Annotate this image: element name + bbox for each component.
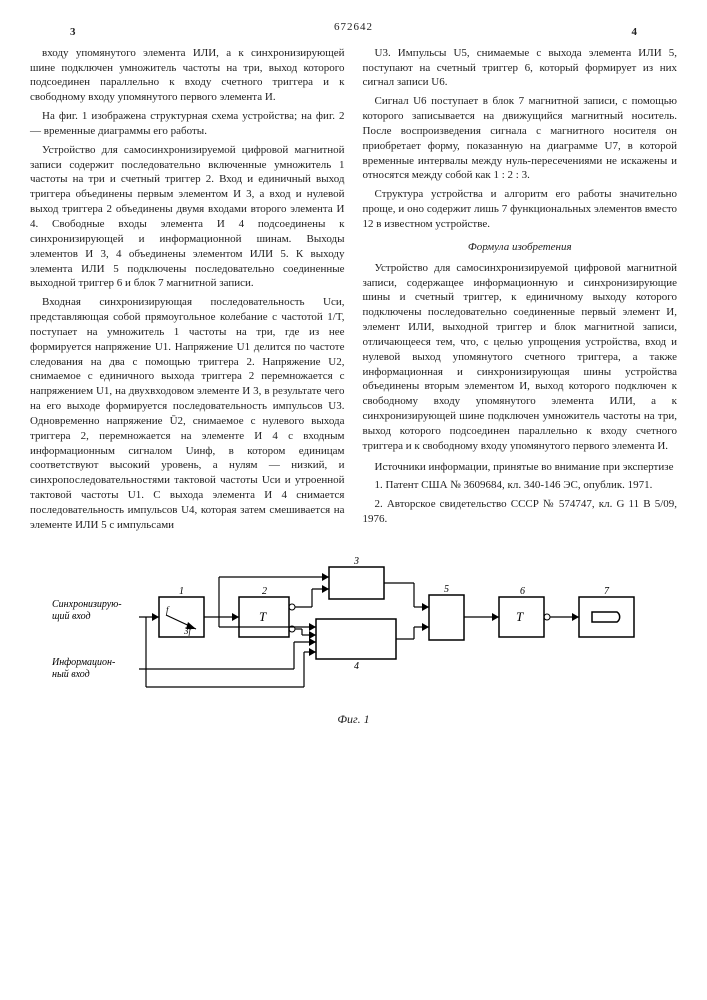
para: Входная синхронизирующая последовательно… xyxy=(30,295,345,533)
svg-text:6: 6 xyxy=(520,586,525,597)
para: Структура устройства и алгоритм его рабо… xyxy=(363,187,678,232)
svg-text:7: 7 xyxy=(604,586,610,597)
page-left: 3 xyxy=(70,25,76,40)
svg-text:ный вход: ный вход xyxy=(52,669,90,680)
figure-1: Синхронизирую- щий вход Информацион- ный… xyxy=(30,557,677,727)
svg-text:5: 5 xyxy=(444,584,449,595)
svg-text:Синхронизирую-: Синхронизирую- xyxy=(52,599,122,610)
page-right: 4 xyxy=(632,25,638,40)
para: входу упомянутого элемента ИЛИ, а к синх… xyxy=(30,46,345,105)
para: Сигнал U6 поступает в блок 7 магнитной з… xyxy=(363,94,678,183)
svg-text:Информацион-: Информацион- xyxy=(51,657,115,668)
svg-text:1: 1 xyxy=(179,586,184,597)
para: На фиг. 1 изображена структурная схема у… xyxy=(30,109,345,139)
right-column: U3. Импульсы U5, снимаемые с выхода элем… xyxy=(363,46,678,537)
para: U3. Импульсы U5, снимаемые с выхода элем… xyxy=(363,46,678,91)
source: 1. Патент США № 3609684, кл. 340-146 ЭС,… xyxy=(363,478,678,493)
left-column: входу упомянутого элемента ИЛИ, а к синх… xyxy=(30,46,345,537)
svg-text:T: T xyxy=(259,609,267,624)
svg-text:T: T xyxy=(516,609,524,624)
source: 2. Авторское свидетельство СССР № 574747… xyxy=(363,497,678,527)
svg-text:3: 3 xyxy=(353,557,359,567)
para: Устройство для самосинхронизируемой цифр… xyxy=(30,143,345,291)
sources-heading: Источники информации, принятые во вниман… xyxy=(363,460,678,475)
svg-text:2: 2 xyxy=(262,586,267,597)
figure-label: Фиг. 1 xyxy=(30,711,677,727)
formula-heading: Формула изобретения xyxy=(363,240,678,255)
svg-text:щий вход: щий вход xyxy=(52,611,91,622)
svg-text:4: 4 xyxy=(354,661,359,672)
svg-text:f: f xyxy=(166,605,170,615)
formula-text: Устройство для самосинхронизируемой цифр… xyxy=(363,261,678,454)
